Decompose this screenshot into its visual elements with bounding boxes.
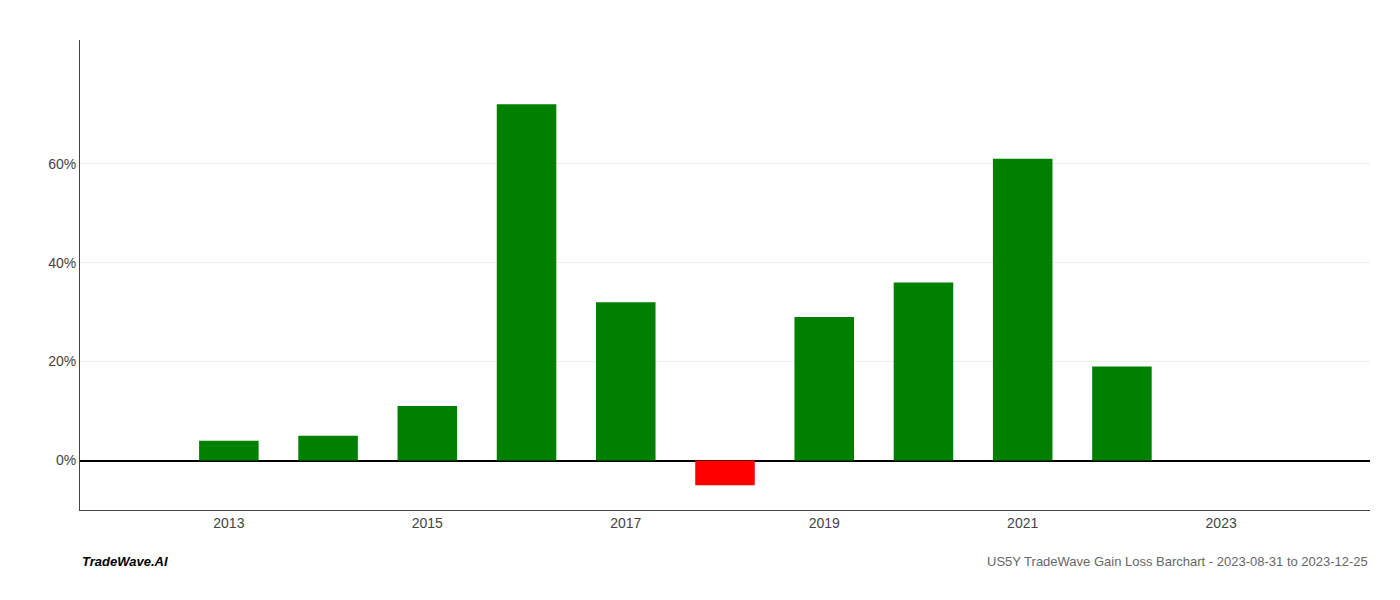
svg-text:2019: 2019 [809, 515, 840, 531]
svg-text:20%: 20% [48, 353, 76, 369]
svg-text:2023: 2023 [1206, 515, 1237, 531]
svg-text:60%: 60% [48, 156, 76, 172]
svg-text:2021: 2021 [1007, 515, 1038, 531]
svg-text:TradeWave.AI: TradeWave.AI [82, 554, 168, 569]
svg-text:2013: 2013 [213, 515, 244, 531]
svg-text:US5Y TradeWave Gain Loss Barch: US5Y TradeWave Gain Loss Barchart - 2023… [987, 554, 1368, 569]
svg-text:40%: 40% [48, 255, 76, 271]
svg-text:2015: 2015 [412, 515, 443, 531]
svg-text:0%: 0% [56, 452, 76, 468]
svg-text:2017: 2017 [610, 515, 641, 531]
